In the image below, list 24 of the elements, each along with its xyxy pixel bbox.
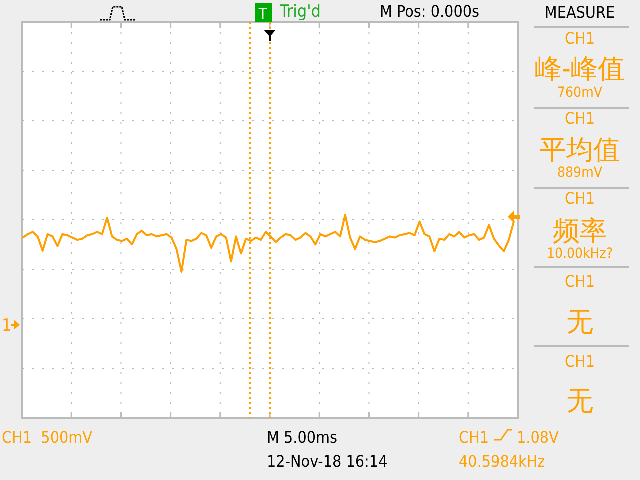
text: CH1	[564, 29, 596, 48]
text: 1.08V	[517, 428, 560, 447]
text: 无	[566, 386, 594, 417]
text: 10.00kHz?	[546, 246, 614, 262]
text: 平均值	[540, 135, 620, 166]
text: T	[258, 5, 268, 23]
text: CH1 500mV	[2, 428, 93, 447]
text: M 5.00ms	[267, 428, 338, 447]
text: MEASURE	[544, 3, 616, 22]
text: 1	[2, 316, 12, 336]
text: 760mV	[558, 85, 603, 101]
text: 频率	[553, 216, 607, 247]
text: CH1	[459, 428, 490, 447]
text: 889mV	[558, 165, 603, 181]
text: CH1	[564, 352, 596, 371]
text: 峰-峰值	[535, 54, 625, 85]
text: Trig'd	[279, 2, 321, 22]
text: M Pos: 0.000s	[380, 2, 480, 21]
text: CH1	[564, 109, 596, 128]
text: 无	[566, 307, 594, 338]
text: 12-Nov-18 16:14	[267, 452, 388, 471]
text: CH1	[564, 189, 596, 208]
text: CH1	[564, 272, 596, 291]
text: 40.5984kHz	[459, 452, 546, 471]
